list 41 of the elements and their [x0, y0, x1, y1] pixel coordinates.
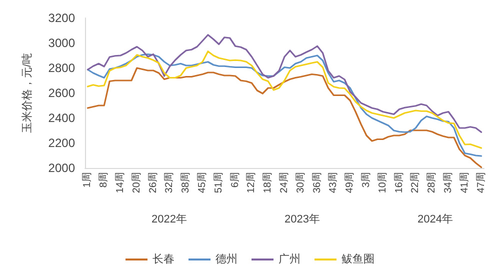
x-tick-label: 16周: [394, 172, 405, 194]
y-tick-label: 2200: [48, 136, 76, 150]
x-tick-label: 30周: [295, 172, 306, 194]
x-tick-label: 8周: [98, 172, 110, 188]
line-series: [86, 34, 482, 133]
y-tick-label: 3200: [48, 11, 76, 25]
text: 2022年: [151, 214, 187, 226]
y-tick-label: 2600: [48, 86, 76, 100]
x-tick-label: 45周: [197, 172, 208, 194]
text: 2024年: [417, 214, 453, 226]
x-tick-label: 34周: [442, 172, 454, 194]
legend-label: 德州: [216, 252, 238, 266]
x-tick-label: 28周: [426, 172, 438, 194]
text: 2023年: [284, 214, 320, 226]
x-tick-label: 24周: [279, 172, 290, 194]
x-tick-label: 6周: [230, 172, 241, 188]
x-tick-label: 26周: [148, 172, 159, 194]
x-tick-label: 20周: [131, 172, 142, 194]
x-tick-label: 14周: [115, 172, 126, 194]
x-tick-label: 22周: [410, 172, 422, 194]
x-tick-label: 1周: [82, 172, 94, 188]
legend-label: 鲅鱼圈: [342, 254, 374, 266]
y-tick-label: 2000: [48, 161, 76, 175]
x-tick-label: 18周: [262, 172, 274, 194]
x-tick-label: 47周: [476, 172, 487, 194]
x-tick-label: 41周: [459, 172, 470, 194]
legend-label: 广州: [278, 252, 300, 266]
x-tick-label: 51周: [213, 172, 224, 194]
x-tick-label: 32周: [164, 172, 176, 194]
x-tick-label: 3周: [360, 172, 372, 188]
y-axis-title: 玉米价格，元/吨: [20, 52, 34, 134]
x-tick-label: 10周: [377, 172, 388, 194]
y-tick-label: 2400: [48, 111, 76, 125]
y-tick-label: 2800: [48, 61, 76, 75]
x-tick-label: 43周: [328, 172, 340, 194]
x-tick-label: 49周: [344, 172, 356, 194]
legend-label: 长春: [152, 252, 174, 266]
y-tick-label: 3000: [48, 36, 76, 50]
x-tick-label: 12周: [246, 172, 258, 194]
x-tick-label: 38周: [180, 172, 192, 194]
x-tick-label: 36周: [312, 172, 323, 194]
